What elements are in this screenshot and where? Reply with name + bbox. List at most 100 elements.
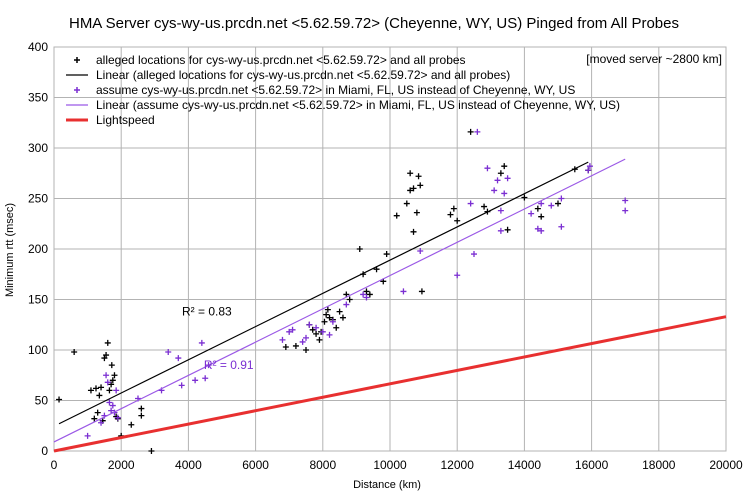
x-tick-label: 20000 bbox=[709, 458, 743, 472]
data-point bbox=[321, 318, 328, 325]
data-point bbox=[484, 165, 491, 172]
series-line bbox=[53, 315, 727, 453]
annotation-layer: R² = 0.83 R² = 0.91 bbox=[182, 305, 254, 373]
data-point bbox=[71, 349, 78, 356]
data-point bbox=[504, 226, 511, 233]
data-point bbox=[103, 372, 110, 379]
x-tick-label: 8000 bbox=[309, 458, 336, 472]
data-point bbox=[407, 170, 414, 177]
data-point bbox=[113, 387, 120, 394]
data-point bbox=[101, 355, 108, 362]
data-point bbox=[289, 326, 296, 333]
data-point bbox=[108, 362, 115, 369]
data-point bbox=[148, 448, 155, 454]
data-point bbox=[534, 225, 541, 232]
data-point bbox=[128, 421, 135, 428]
x-tick-label: 4000 bbox=[175, 458, 202, 472]
data-point bbox=[326, 314, 333, 321]
data-point bbox=[319, 328, 326, 335]
data-point bbox=[175, 355, 182, 362]
data-point bbox=[363, 288, 370, 295]
data-point bbox=[303, 334, 309, 341]
data-point bbox=[299, 338, 306, 345]
data-point bbox=[491, 187, 498, 194]
legend-marker bbox=[74, 57, 80, 63]
plot-border bbox=[53, 46, 727, 452]
y-tick-label: 150 bbox=[28, 293, 48, 307]
data-point bbox=[407, 187, 414, 194]
x-tick-label: 18000 bbox=[642, 458, 676, 472]
data-point bbox=[454, 272, 461, 279]
x-axis-label: Distance (km) bbox=[353, 479, 421, 491]
data-point bbox=[521, 194, 528, 201]
data-point bbox=[339, 314, 346, 321]
data-point bbox=[313, 324, 320, 331]
data-point bbox=[538, 200, 545, 207]
data-point bbox=[356, 246, 363, 252]
y-tick-label: 400 bbox=[28, 40, 48, 54]
data-point bbox=[410, 228, 417, 235]
data-point bbox=[192, 377, 199, 384]
r-squared-label: R² = 0.83 bbox=[182, 305, 232, 319]
data-point bbox=[501, 163, 508, 170]
y-tick-label: 350 bbox=[28, 91, 48, 105]
data-point bbox=[450, 205, 457, 212]
moved-server-note: [moved server ~2800 km] bbox=[586, 52, 722, 66]
data-point bbox=[103, 352, 110, 359]
data-point bbox=[558, 195, 565, 202]
data-point bbox=[104, 339, 111, 346]
data-point bbox=[481, 203, 488, 210]
data-point bbox=[447, 211, 454, 218]
data-point bbox=[336, 308, 343, 315]
data-point bbox=[87, 387, 94, 394]
data-point bbox=[279, 336, 286, 343]
data-point bbox=[94, 409, 101, 416]
data-point bbox=[343, 291, 350, 298]
x-tick-label: 14000 bbox=[508, 458, 542, 472]
series-1 bbox=[56, 128, 592, 454]
data-point bbox=[622, 197, 629, 204]
data-point bbox=[96, 392, 103, 399]
data-point bbox=[98, 419, 105, 426]
data-point bbox=[138, 412, 145, 419]
data-point bbox=[467, 128, 474, 135]
data-point bbox=[333, 324, 340, 331]
y-tick-label: 100 bbox=[28, 343, 48, 357]
data-point bbox=[329, 318, 336, 325]
data-point bbox=[326, 331, 333, 338]
data-point bbox=[138, 405, 145, 412]
data-point bbox=[586, 163, 593, 170]
y-tick-label: 200 bbox=[28, 242, 48, 256]
series-5 bbox=[53, 315, 727, 453]
data-point bbox=[114, 414, 121, 421]
data-point bbox=[306, 321, 313, 328]
data-point bbox=[108, 381, 115, 388]
legend-entry: alleged locations for cys-wy-us.prcdn.ne… bbox=[96, 53, 466, 67]
y-tick-label: 300 bbox=[28, 141, 48, 155]
chart-title: HMA Server cys-wy-us.prcdn.net <5.62.59.… bbox=[69, 15, 679, 32]
r-squared-label: R² = 0.91 bbox=[204, 358, 254, 372]
data-point bbox=[383, 251, 390, 258]
data-point bbox=[104, 379, 111, 386]
data-point bbox=[56, 396, 63, 403]
y-tick-label: 50 bbox=[35, 394, 49, 408]
data-point bbox=[84, 432, 91, 439]
data-point bbox=[292, 342, 299, 349]
data-point bbox=[393, 212, 400, 219]
data-point bbox=[109, 377, 116, 384]
data-point bbox=[622, 207, 629, 214]
data-point bbox=[303, 347, 309, 353]
legend-entry: Linear (alleged locations for cys-wy-us.… bbox=[96, 68, 510, 82]
data-point bbox=[474, 128, 481, 135]
data-point bbox=[106, 399, 113, 406]
data-point bbox=[111, 372, 118, 379]
data-point bbox=[555, 200, 561, 207]
legend-entry: Lightspeed bbox=[96, 113, 155, 127]
data-point bbox=[324, 306, 331, 313]
data-point bbox=[410, 185, 417, 192]
data-point bbox=[417, 248, 424, 255]
data-point bbox=[366, 291, 373, 298]
data-point bbox=[346, 296, 353, 303]
